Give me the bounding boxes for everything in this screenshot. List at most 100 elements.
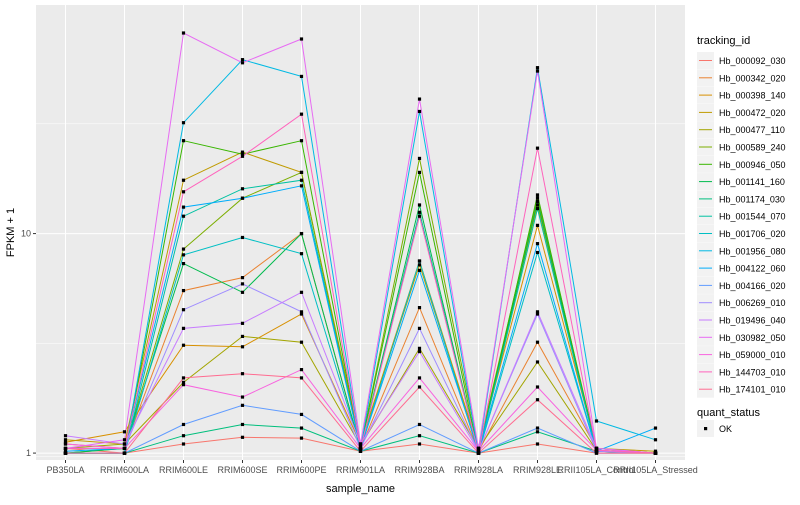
point-Hb_000589_240-8 (535, 196, 540, 200)
point-Hb_001706_020-6 (417, 259, 422, 263)
legend-label-4: Hb_000477_110 (719, 125, 785, 135)
point-Hb_144703_010-1 (122, 446, 127, 451)
legend-label-18: Hb_144703_010 (719, 367, 786, 377)
point-Hb_174101_010-2 (181, 376, 186, 380)
legend-label-3: Hb_000472_020 (719, 108, 786, 118)
point-Hb_000342_020-3 (240, 276, 245, 280)
legend-label-7: Hb_001141_160 (719, 177, 785, 187)
point-Hb_000398_140-0 (63, 440, 68, 444)
quant-legend-label: OK (719, 424, 732, 434)
point-Hb_030982_050-1 (122, 438, 127, 442)
legend-label-1: Hb_000342_020 (719, 73, 786, 83)
point-Hb_000472_020-2 (181, 178, 186, 182)
legend-label-9: Hb_001544_070 (719, 212, 786, 222)
point-Hb_001174_030-6 (417, 434, 422, 438)
point-Hb_000589_240-4 (299, 170, 304, 174)
point-Hb_059000_010-0 (63, 442, 68, 446)
point-Hb_000092_030-8 (535, 442, 540, 446)
x-tick-label-4: RRIM600PE (276, 465, 326, 475)
point-Hb_001544_070-4 (299, 178, 304, 182)
point-Hb_174101_010-0 (63, 451, 68, 455)
point-Hb_030982_050-9 (594, 446, 599, 451)
point-Hb_059000_010-6 (417, 376, 422, 380)
point-Hb_174101_010-6 (417, 385, 422, 389)
point-Hb_001174_030-3 (240, 422, 245, 427)
point-Hb_000092_030-6 (417, 442, 422, 446)
point-Hb_030982_050-2 (181, 31, 186, 35)
point-Hb_000398_140-8 (535, 223, 540, 227)
point-Hb_004122_060-4 (299, 184, 304, 188)
y-tick-label-0: 1 (26, 448, 31, 458)
point-Hb_059000_010-3 (240, 395, 245, 399)
point-Hb_030982_050-3 (240, 61, 245, 65)
x-tick-label-5: RRIM901LA (336, 465, 385, 475)
point-Hb_000477_110-2 (181, 380, 186, 384)
point-Hb_000477_110-6 (417, 346, 422, 350)
x-tick-label-1: RRIM600LA (100, 465, 149, 475)
point-Hb_000946_050-6 (417, 170, 422, 174)
point-Hb_000342_020-8 (535, 340, 540, 344)
legend-title: tracking_id (697, 35, 750, 47)
point-Hb_144703_010-5 (358, 446, 363, 451)
point-Hb_000472_020-10 (653, 449, 658, 453)
point-Hb_019496_040-0 (63, 434, 68, 438)
point-Hb_000946_050-3 (240, 152, 245, 156)
point-Hb_001544_070-8 (535, 206, 540, 211)
legend-label-2: Hb_000398_140 (719, 91, 786, 101)
point-Hb_059000_010-7 (476, 449, 481, 453)
point-Hb_001141_160-6 (417, 203, 422, 207)
point-Hb_144703_010-6 (417, 214, 422, 218)
point-Hb_030982_050-4 (299, 37, 304, 41)
y-axis-title: FPKM + 1 (5, 208, 17, 257)
point-Hb_000472_020-6 (417, 263, 422, 267)
point-Hb_004122_060-6 (417, 268, 422, 272)
point-Hb_006269_010-2 (181, 308, 186, 312)
x-tick-label-8: RRIM928LE (513, 465, 562, 475)
point-Hb_174101_010-7 (476, 451, 481, 455)
point-Hb_001706_020-2 (181, 253, 186, 257)
quant-legend-point (704, 427, 708, 431)
point-Hb_004166_020-3 (240, 403, 245, 407)
point-Hb_000398_140-3 (240, 345, 245, 349)
point-Hb_001956_080-2 (181, 121, 186, 125)
point-Hb_059000_010-4 (299, 368, 304, 372)
point-Hb_019496_040-1 (122, 442, 127, 446)
point-Hb_000946_050-8 (535, 193, 540, 197)
point-Hb_000477_110-5 (358, 444, 363, 448)
legend-label-16: Hb_030982_050 (719, 333, 786, 343)
point-Hb_004122_060-8 (535, 242, 540, 246)
point-Hb_006269_010-3 (240, 282, 245, 286)
point-Hb_004166_020-4 (299, 412, 304, 417)
x-tick-label-2: RRIM600LE (159, 465, 208, 475)
point-Hb_174101_010-9 (594, 451, 599, 455)
point-Hb_001174_030-4 (299, 426, 304, 430)
x-tick-label-3: RRIM600SE (217, 465, 267, 475)
point-Hb_000477_110-4 (299, 340, 304, 344)
legend-label-11: Hb_001956_080 (719, 246, 786, 256)
point-Hb_004166_020-8 (535, 426, 540, 430)
point-Hb_001141_160-4 (299, 231, 304, 236)
point-Hb_030982_050-6 (417, 97, 422, 101)
point-Hb_004122_060-10 (653, 426, 658, 430)
legend-label-19: Hb_174101_010 (719, 385, 786, 395)
point-Hb_001956_080-10 (653, 438, 658, 442)
point-Hb_174101_010-1 (122, 451, 127, 455)
point-Hb_004122_060-2 (181, 205, 186, 209)
point-Hb_001544_070-3 (240, 187, 245, 191)
point-Hb_004166_020-6 (417, 422, 422, 427)
point-Hb_001956_080-9 (594, 419, 599, 423)
legend-label-13: Hb_004166_020 (719, 281, 786, 291)
point-Hb_144703_010-0 (63, 446, 68, 451)
point-Hb_004166_020-2 (181, 422, 186, 427)
quant-legend-title: quant_status (697, 407, 760, 419)
point-Hb_059000_010-2 (181, 383, 186, 387)
point-Hb_019496_040-4 (299, 290, 304, 294)
point-Hb_000092_030-2 (181, 442, 186, 446)
point-Hb_000477_110-8 (535, 360, 540, 364)
point-Hb_000398_140-4 (299, 312, 304, 316)
point-Hb_001706_020-8 (535, 250, 540, 255)
legend-label-12: Hb_004122_060 (719, 264, 786, 274)
point-Hb_004122_060-0 (63, 449, 68, 453)
